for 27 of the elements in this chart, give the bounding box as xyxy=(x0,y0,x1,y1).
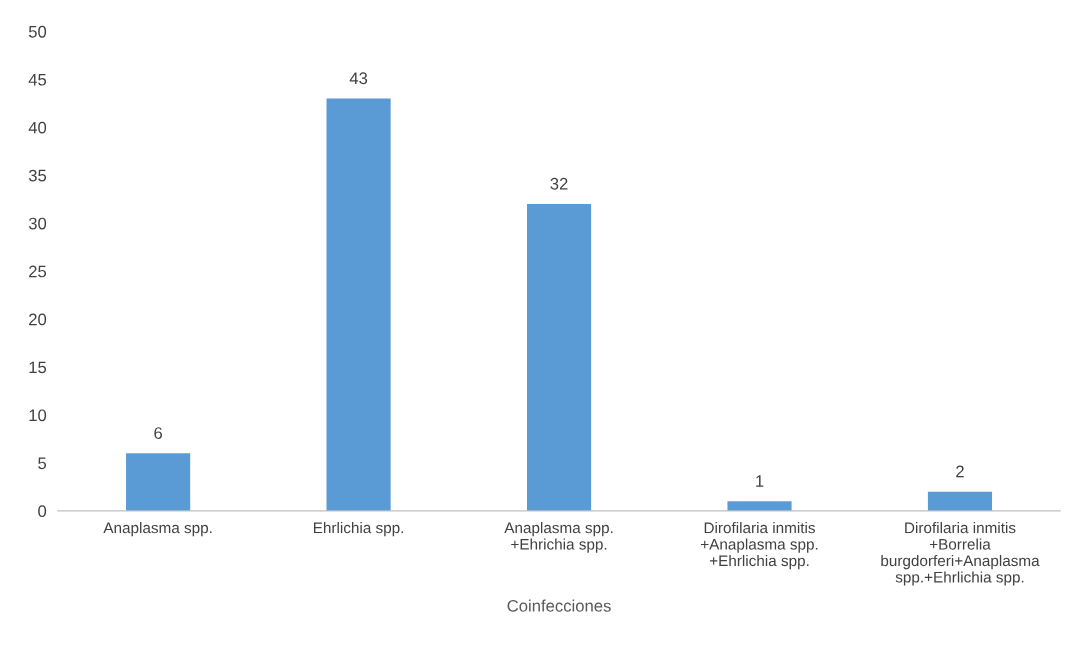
data-label: 2 xyxy=(956,465,964,478)
data-label: 1 xyxy=(756,475,764,487)
y-tick-label: 5 xyxy=(38,457,47,470)
data-label: 43 xyxy=(349,72,368,85)
bar xyxy=(727,501,792,511)
y-tick-label: 45 xyxy=(28,73,47,86)
data-label: 6 xyxy=(154,427,163,439)
bar xyxy=(126,453,191,511)
y-tick-label: 0 xyxy=(38,505,47,518)
y-tick-label: 10 xyxy=(29,409,47,422)
x-tick-label: Dirofilaria inmitis +Borrelia burgdorferi+Anaplasma spp.+Ehrlichia spp. xyxy=(881,522,1040,586)
data-label: 32 xyxy=(550,177,568,190)
y-tick-label: 30 xyxy=(28,217,47,230)
y-tick-label: 35 xyxy=(28,169,47,182)
x-tick-label: Anaplasma spp. +Ehrichia spp. xyxy=(504,522,613,553)
y-tick-label: 40 xyxy=(28,121,47,134)
bar xyxy=(326,98,391,511)
x-tick-label: Ehrlichia spp. xyxy=(313,522,404,537)
x-tick-label: Anaplasma spp. xyxy=(103,522,212,537)
y-tick-label: 25 xyxy=(29,265,47,278)
bar xyxy=(927,491,993,511)
y-tick-label: 50 xyxy=(28,25,47,38)
x-axis-title: Coinfecciones xyxy=(507,599,611,612)
bar xyxy=(526,204,592,511)
y-tick-label: 20 xyxy=(29,313,47,326)
y-tick-label: 15 xyxy=(29,361,47,374)
x-tick-label: Dirofilaria inmitis +Anaplasma spp. +Ehrlichia spp. xyxy=(701,522,818,570)
